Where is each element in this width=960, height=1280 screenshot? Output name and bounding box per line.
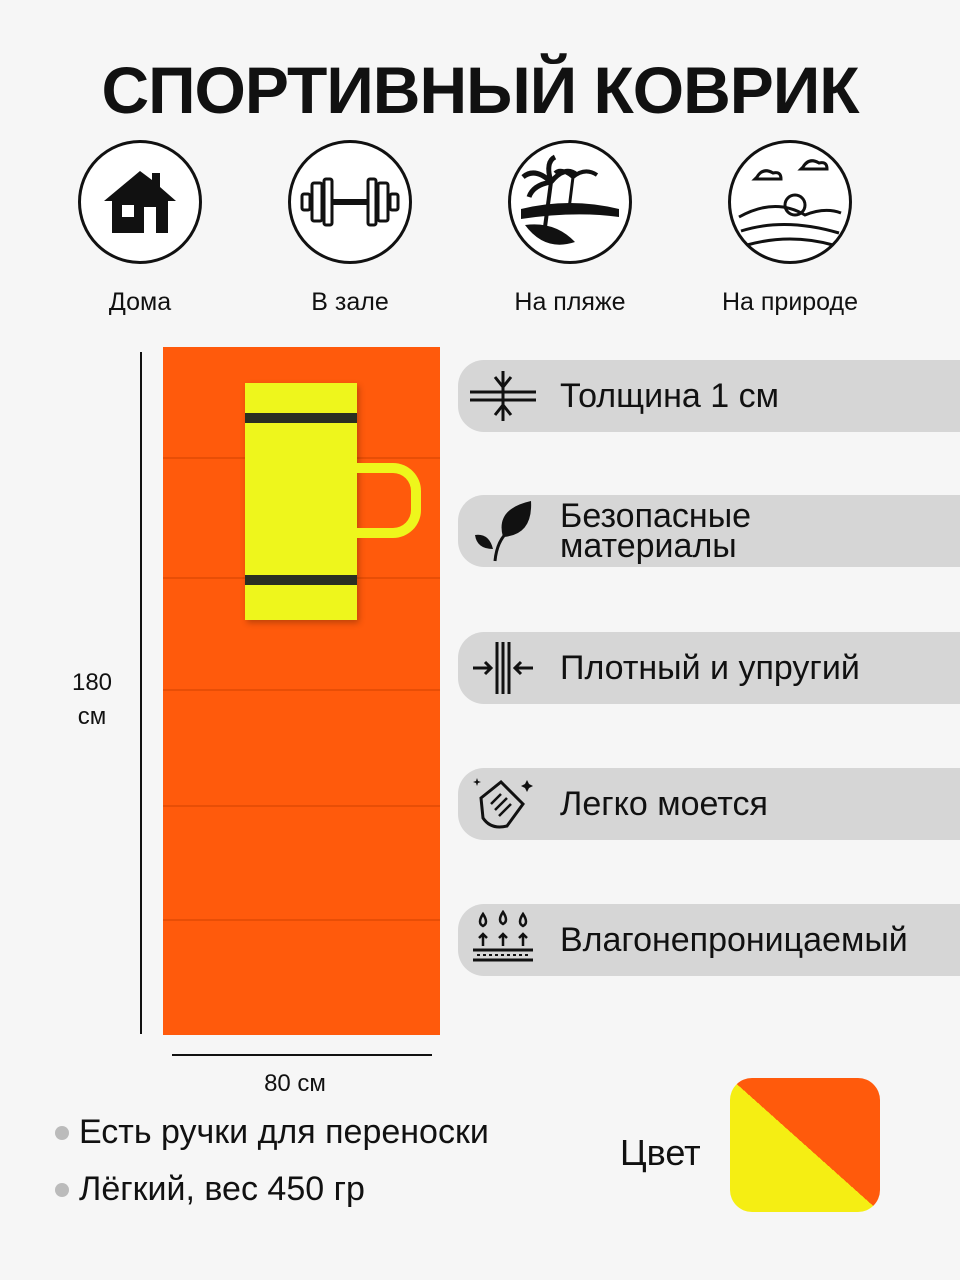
dumbbell-icon	[288, 140, 412, 264]
feature-label-line: Безопасные	[560, 497, 752, 535]
waterproof-icon	[468, 910, 538, 970]
feature-easy-wash: Легко моется	[458, 768, 960, 840]
feature-safe-materials: Безопасные материалы	[458, 495, 960, 567]
place-nature: На природе	[690, 140, 890, 317]
feature-dense-elastic: Плотный и упругий	[458, 632, 960, 704]
feature-waterproof: Влагонепроницаемый	[458, 904, 960, 976]
width-label: 80 см	[264, 1070, 326, 1097]
length-unit: см	[77, 703, 107, 730]
place-home: Дома	[40, 140, 240, 317]
feature-label-line: материалы	[560, 527, 737, 565]
feature-label: Влагонепроницаемый	[560, 921, 908, 959]
page-title: СПОРТИВНЫЙ КОВРИК	[101, 53, 859, 127]
wash-hand-icon	[468, 774, 538, 834]
rolled-mat-image	[245, 383, 357, 620]
place-label: На пляже	[514, 288, 626, 316]
bullet-text: Лёгкий, вес 450 гр	[79, 1170, 365, 1208]
thickness-icon	[468, 371, 538, 421]
bullet-item: Лёгкий, вес 450 гр	[55, 1170, 365, 1209]
color-swatch	[730, 1078, 880, 1212]
house-icon	[78, 140, 202, 264]
beach-palm-icon	[508, 140, 632, 264]
feature-thickness: Толщина 1 см	[458, 360, 960, 432]
length-label: 180 см	[62, 666, 122, 734]
place-label: Дома	[108, 288, 172, 316]
place-gym: В зале	[250, 140, 450, 317]
compression-icon	[468, 640, 538, 696]
feature-label: Толщина 1 см	[560, 377, 779, 415]
bullet-dot-icon	[55, 1125, 69, 1140]
length-value: 180	[71, 669, 113, 696]
width-dimension-arrow	[172, 1054, 432, 1056]
place-label: На природе	[721, 288, 859, 316]
feature-label: Легко моется	[560, 785, 768, 823]
place-label: В зале	[311, 288, 389, 316]
bullet-dot-icon	[55, 1182, 69, 1197]
bullet-text: Есть ручки для переноски	[79, 1113, 489, 1151]
color-label: Цвет	[620, 1132, 701, 1173]
bullet-item: Есть ручки для переноски	[55, 1113, 489, 1152]
feature-label: Плотный и упругий	[560, 649, 860, 687]
leaf-icon	[468, 499, 538, 563]
landscape-icon	[728, 140, 852, 264]
carry-handle-image	[357, 463, 421, 538]
length-dimension-arrow	[140, 352, 142, 1034]
place-beach: На пляже	[470, 140, 670, 317]
feature-label: Безопасные материалы	[560, 499, 751, 563]
